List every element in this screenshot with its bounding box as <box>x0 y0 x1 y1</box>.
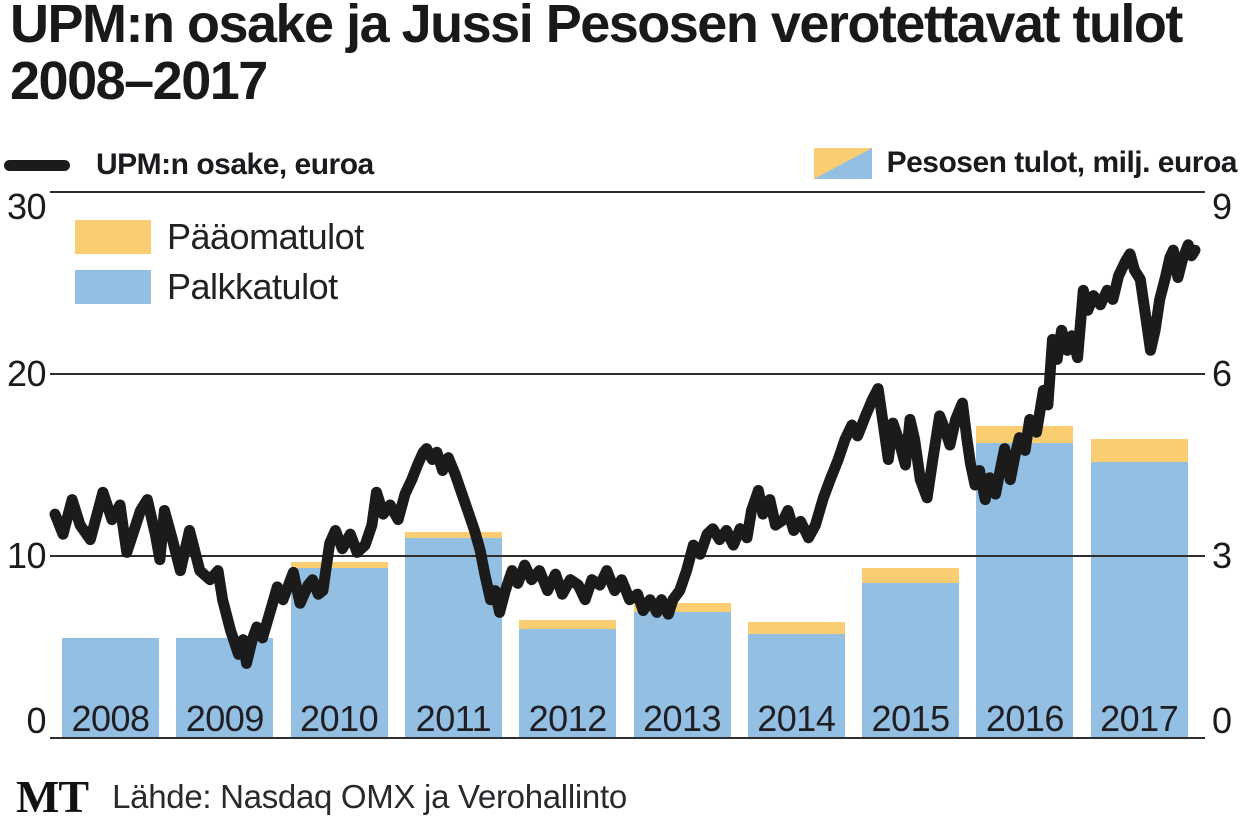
page-title: UPM:n osake ja Jussi Pesosen verotettava… <box>10 0 1183 112</box>
year-label-2013: 2013 <box>642 698 722 739</box>
left-axis-label-20: 20 <box>6 353 47 394</box>
gridline-0 <box>50 737 1205 739</box>
legend-bars: Pesosen tulot, milj. euroa <box>813 146 1238 180</box>
source-label: Lähde: Nasdaq OMX ja Verohallinto <box>112 777 627 815</box>
legend-line: UPM:n osake, euroa <box>4 148 374 182</box>
income-swatch-icon <box>813 147 872 179</box>
left-axis-label-10: 10 <box>6 535 47 576</box>
bar-2012-salary <box>519 628 617 738</box>
bar-2011-capital <box>404 531 502 538</box>
footer: MT Lähde: Nasdaq OMX ja Verohallinto <box>16 770 627 823</box>
right-axis-label-6: 6 <box>1212 353 1232 394</box>
year-label-2012: 2012 <box>528 698 608 739</box>
bar-2017-salary <box>1090 461 1188 738</box>
right-axis-label-3: 3 <box>1212 535 1232 576</box>
legend-item-salary-income: Palkkatulot <box>75 266 364 308</box>
capital-income-label: Pääomatulot <box>167 216 364 257</box>
year-label-2009: 2009 <box>185 698 265 739</box>
bar-2013-salary <box>633 612 731 738</box>
bar-2012-capital <box>519 620 617 629</box>
bar-2010-capital <box>290 562 388 569</box>
gridline-30 <box>50 191 1205 193</box>
gridline-10 <box>50 555 1205 557</box>
bar-2015-capital <box>862 568 960 584</box>
legend-item-capital-income: Pääomatulot <box>75 216 364 258</box>
year-label-2014: 2014 <box>757 698 836 739</box>
bar-2014-salary <box>747 634 845 738</box>
left-axis-label-0: 0 <box>26 700 46 741</box>
mt-logo: MT <box>16 771 89 822</box>
year-label-2008: 2008 <box>71 698 150 739</box>
right-axis-label-9: 9 <box>1212 186 1232 227</box>
year-label-2016: 2016 <box>985 698 1065 739</box>
salary-income-label: Palkkatulot <box>167 266 338 307</box>
bar-2014-capital <box>747 622 845 635</box>
bar-series-legend: Pääomatulot Palkkatulot <box>75 216 364 316</box>
bar-2017-capital <box>1090 438 1188 462</box>
capital-income-swatch <box>75 220 151 254</box>
bars-legend-label: Pesosen tulot, milj. euroa <box>886 146 1238 179</box>
bar-2008-salary <box>62 637 159 738</box>
line-legend-label: UPM:n osake, euroa <box>96 148 374 181</box>
year-label-2010: 2010 <box>300 698 379 739</box>
bar-2009-salary <box>176 637 274 738</box>
upm-share-price-line <box>49 239 1201 669</box>
year-label-2015: 2015 <box>871 698 951 739</box>
left-axis-label-30: 30 <box>6 186 47 227</box>
right-axis-label-0: 0 <box>1212 700 1232 741</box>
bar-2015-salary <box>862 583 960 738</box>
year-label-2017: 2017 <box>1100 698 1179 739</box>
salary-income-swatch <box>75 270 151 304</box>
bar-2013-capital <box>633 603 731 613</box>
gridline-20 <box>50 373 1205 375</box>
year-label-2011: 2011 <box>415 698 492 739</box>
line-swatch-icon <box>4 159 70 171</box>
